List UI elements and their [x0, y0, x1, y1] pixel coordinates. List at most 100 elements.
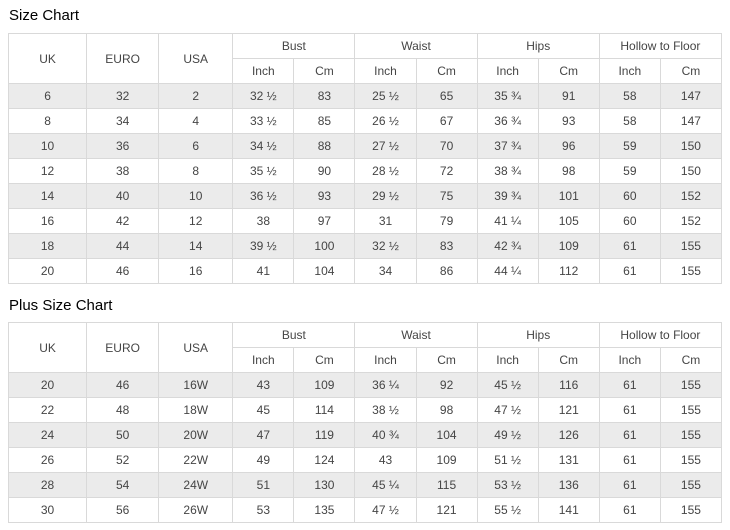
table-cell: 98 [415, 397, 478, 423]
table-cell: 40 [86, 183, 160, 209]
table-cell: 6 [7, 83, 88, 109]
table-cell: 150 [659, 158, 723, 184]
table-row: 28 54 24W 51 130 45 ¼ 115 53 ½ 136 61 155 [7, 472, 723, 498]
table-cell: 40 ¾ [354, 422, 417, 448]
table-cell: 34 [354, 258, 417, 284]
table-cell: 85 [293, 108, 356, 134]
table-cell: 155 [659, 233, 723, 259]
table-cell: 20 [7, 372, 88, 398]
table-cell: 48 [86, 397, 160, 423]
table-cell: 38 ½ [354, 397, 417, 423]
table-cell: 6 [158, 133, 234, 159]
table-cell: 20W [158, 422, 234, 448]
table-row: 6 32 2 32 ½ 83 25 ½ 65 35 ¾ 91 58 147 [7, 83, 723, 109]
table-cell: 25 ½ [354, 83, 417, 109]
table-cell: 8 [158, 158, 234, 184]
table-cell: 147 [659, 108, 723, 134]
table-cell: 38 [86, 158, 160, 184]
table-cell: 2 [158, 83, 234, 109]
table-cell: 79 [415, 208, 478, 234]
table-cell: 100 [293, 233, 356, 259]
plus-size-chart-table: UK EURO USA Bust Waist Hips Hollow to Floor Inc… [7, 322, 723, 523]
table-cell: 51 ½ [476, 447, 539, 473]
table-cell: 16W [158, 372, 234, 398]
table-cell: 12 [158, 208, 234, 234]
table-cell: 61 [598, 472, 661, 498]
table-cell: 155 [659, 422, 723, 448]
table-cell: 22W [158, 447, 234, 473]
table-cell: 16 [7, 208, 88, 234]
table-cell: 29 ½ [354, 183, 417, 209]
table-cell: 45 ½ [476, 372, 539, 398]
header-row-main: UK EURO USA Bust Waist Hips Hollow to Floor [7, 322, 723, 373]
table-cell: 119 [293, 422, 356, 448]
table-cell: 36 ¾ [476, 108, 539, 134]
table-cell: 37 ¾ [476, 133, 539, 159]
group-header-waist: Waist [354, 322, 478, 348]
table-cell: 41 ¼ [476, 208, 539, 234]
table-cell: 109 [415, 447, 478, 473]
header-row-units: Inch Cm Inch Cm Inch Cm Inch Cm [9, 347, 723, 373]
table-cell: 97 [293, 208, 356, 234]
table-cell: 104 [415, 422, 478, 448]
size-chart-table: UK EURO USA Bust Waist Hips Hollow to Floor Inc… [7, 33, 723, 284]
table-cell: 155 [659, 258, 723, 284]
table-cell: 88 [293, 133, 356, 159]
table-cell: 61 [598, 397, 661, 423]
table-cell: 136 [537, 472, 600, 498]
table-cell: 58 [598, 83, 661, 109]
unit-header-waist-inch: Inch [354, 58, 417, 84]
table-cell: 28 [7, 472, 88, 498]
table-cell: 116 [537, 372, 600, 398]
unit-header-bust-inch: Inch [232, 347, 295, 373]
table-cell: 43 [354, 447, 417, 473]
table-cell: 141 [537, 497, 600, 523]
table-cell: 26 [7, 447, 88, 473]
unit-header-hips-inch: Inch [476, 347, 539, 373]
unit-header-bust-inch: Inch [232, 58, 295, 84]
unit-header-bust-cm: Cm [293, 58, 356, 84]
unit-header-bust-cm: Cm [293, 347, 356, 373]
table-cell: 14 [158, 233, 234, 259]
table-cell: 44 [86, 233, 160, 259]
table-cell: 30 [7, 497, 88, 523]
table-cell: 75 [415, 183, 478, 209]
column-header-uk: UK [7, 322, 88, 373]
table-cell: 61 [598, 447, 661, 473]
table-cell: 32 [86, 83, 160, 109]
table-cell: 47 ½ [476, 397, 539, 423]
table-cell: 35 ½ [232, 158, 295, 184]
group-header-waist: Waist [354, 33, 478, 59]
table-cell: 39 ¾ [476, 183, 539, 209]
table-cell: 115 [415, 472, 478, 498]
table-cell: 24W [158, 472, 234, 498]
table-cell: 83 [293, 83, 356, 109]
table-cell: 18W [158, 397, 234, 423]
table-cell: 20 [7, 258, 88, 284]
table-cell: 93 [537, 108, 600, 134]
table-cell: 96 [537, 133, 600, 159]
table-cell: 61 [598, 497, 661, 523]
table-cell: 61 [598, 233, 661, 259]
table-row: 12 38 8 35 ½ 90 28 ½ 72 38 ¾ 98 59 150 [7, 158, 723, 184]
table-cell: 24 [7, 422, 88, 448]
table-row: 24 50 20W 47 119 40 ¾ 104 49 ½ 126 61 155 [7, 422, 723, 448]
group-header-hollow-to-floor: Hollow to Floor [598, 322, 723, 348]
table-cell: 114 [293, 397, 356, 423]
table-cell: 32 ½ [232, 83, 295, 109]
table-cell: 43 [232, 372, 295, 398]
table-cell: 150 [659, 133, 723, 159]
table-cell: 126 [537, 422, 600, 448]
unit-header-hollow-to-floor-cm: Cm [659, 58, 723, 84]
unit-header-waist-cm: Cm [415, 58, 478, 84]
table-cell: 91 [537, 83, 600, 109]
unit-header-hollow-to-floor-inch: Inch [598, 347, 661, 373]
table-cell: 12 [7, 158, 88, 184]
table-row: 20 46 16 41 104 34 86 44 ¼ 112 61 155 [7, 258, 723, 284]
table-cell: 36 ½ [232, 183, 295, 209]
unit-header-waist-cm: Cm [415, 347, 478, 373]
table-cell: 60 [598, 208, 661, 234]
table-cell: 41 [232, 258, 295, 284]
group-header-hips: Hips [476, 33, 600, 59]
